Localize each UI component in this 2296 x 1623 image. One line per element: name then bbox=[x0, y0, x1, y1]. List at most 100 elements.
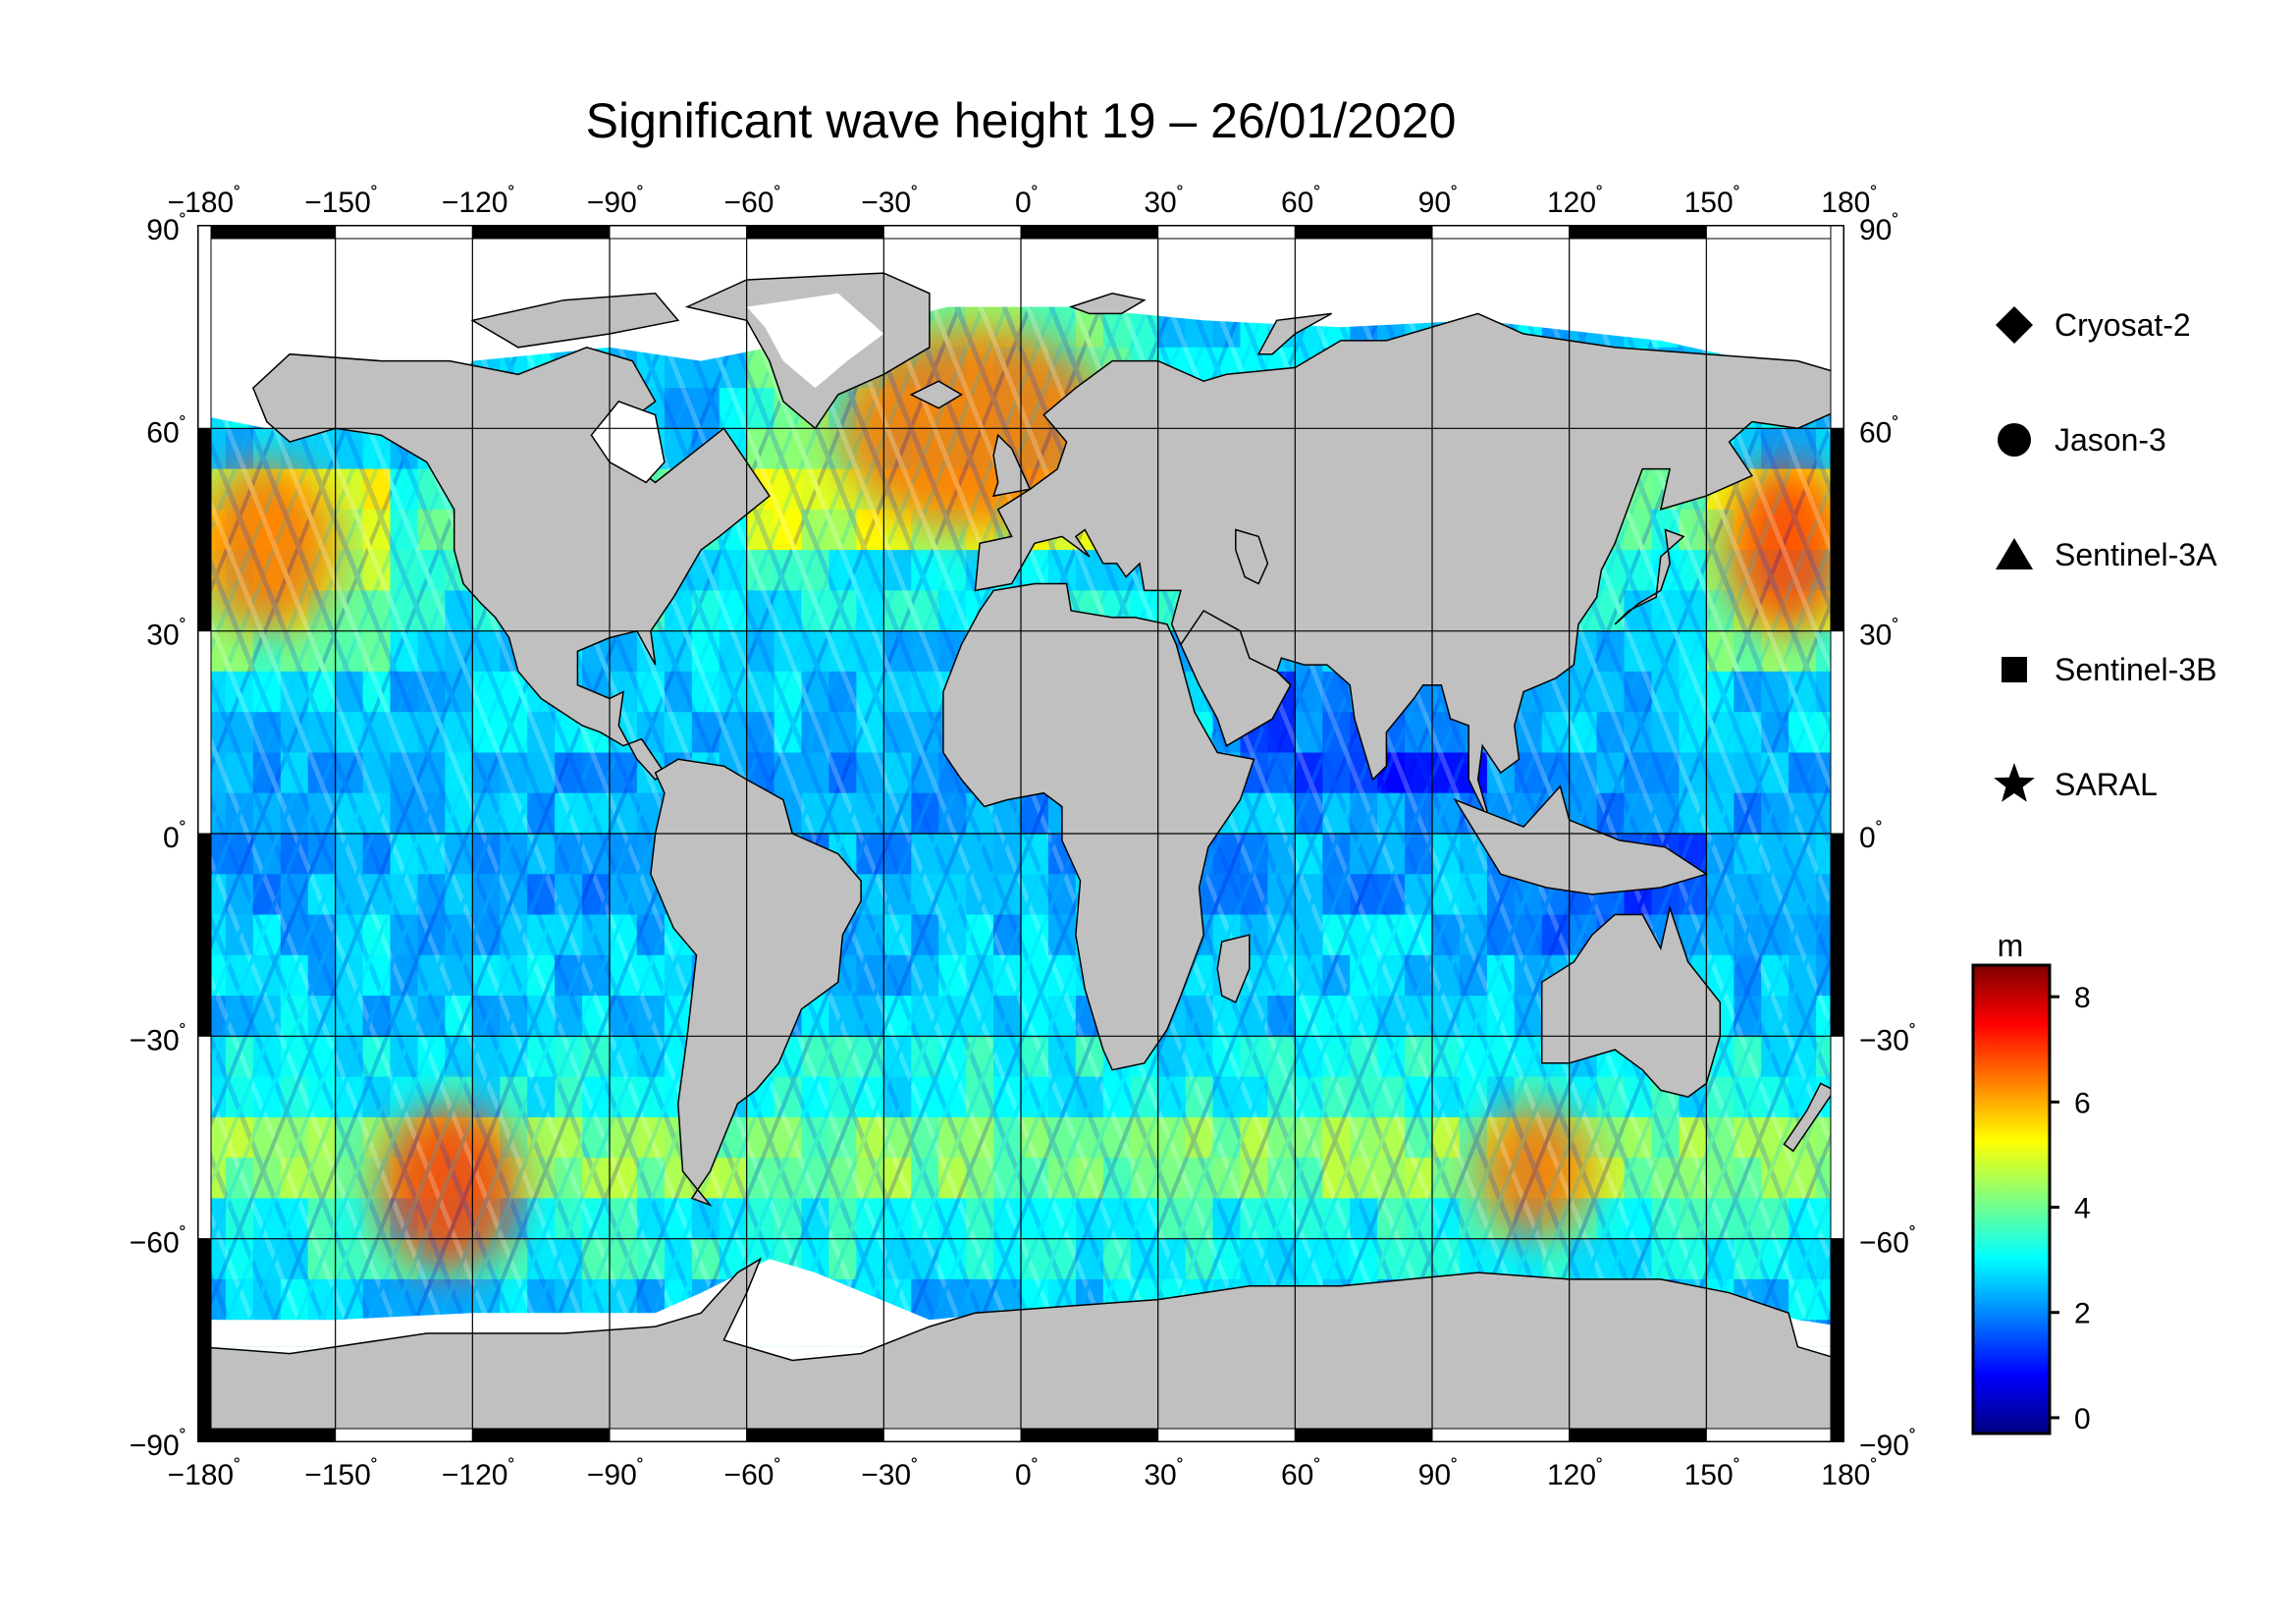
border-segment-top bbox=[1294, 225, 1433, 240]
tick-label-lon-bottom: −120˚ bbox=[442, 1455, 515, 1491]
tick-label-lon-top: 150˚ bbox=[1684, 183, 1740, 219]
border-segment-bottom bbox=[1294, 1428, 1433, 1442]
legend-label: Cryosat-2 bbox=[2055, 307, 2191, 343]
border-segment-top bbox=[197, 225, 337, 240]
tick-label-lon-bottom: 0˚ bbox=[1015, 1455, 1039, 1491]
tick-label-lon-bottom: −180˚ bbox=[168, 1455, 241, 1491]
border-segment-left bbox=[197, 833, 212, 1037]
tick-label-lat-left: 30˚ bbox=[146, 616, 187, 652]
tick-label-lon-top: 180˚ bbox=[1821, 183, 1877, 219]
tick-label-lon-bottom: −90˚ bbox=[587, 1455, 644, 1491]
colorbar: m 8 6 4 2 0 bbox=[1971, 928, 2091, 1435]
colorbar-tick-label: 6 bbox=[2074, 1087, 2091, 1119]
colorbar-tick-label: 8 bbox=[2074, 982, 2091, 1014]
tick-label-lon-bottom: 120˚ bbox=[1547, 1455, 1603, 1491]
colorbar-tick-label: 2 bbox=[2074, 1298, 2091, 1330]
legend-item: Jason-3 bbox=[1998, 422, 2166, 458]
square-icon bbox=[2002, 657, 2027, 682]
land-novaya-zemlya bbox=[1256, 312, 1332, 355]
border-segment-bottom bbox=[746, 1428, 884, 1442]
tick-label-lat-left: −90˚ bbox=[130, 1426, 187, 1462]
tick-label-lon-top: 120˚ bbox=[1547, 183, 1603, 219]
border-segment-left bbox=[197, 1238, 212, 1442]
tick-label-lat-left: 60˚ bbox=[146, 412, 187, 449]
tick-label-lon-bottom: 150˚ bbox=[1684, 1455, 1740, 1491]
tick-label-lat-right: −90˚ bbox=[1859, 1426, 1916, 1462]
border-segment-top bbox=[746, 225, 884, 240]
land-svalbard bbox=[1068, 293, 1147, 315]
colorbar-tick-label: 4 bbox=[2074, 1193, 2091, 1225]
border-segment-right bbox=[1830, 630, 1844, 835]
border-segment-right bbox=[1830, 427, 1844, 632]
star-icon bbox=[1994, 763, 2035, 802]
land-indonesia bbox=[1453, 784, 1709, 895]
tick-label-lat-left: −30˚ bbox=[130, 1020, 187, 1056]
border-segment-top bbox=[1431, 225, 1571, 240]
tick-label-lat-right: 60˚ bbox=[1859, 412, 1899, 449]
border-segment-top bbox=[1569, 225, 1707, 240]
land-arabia-gap bbox=[1180, 610, 1292, 747]
border-segment-left bbox=[197, 427, 212, 632]
legend-label: SARAL bbox=[2055, 767, 2158, 802]
high-wave-region bbox=[1729, 461, 1843, 631]
tick-label-lon-bottom: 60˚ bbox=[1281, 1455, 1321, 1491]
colorbar-unit: m bbox=[1998, 928, 2024, 963]
colorbar-ramp bbox=[1971, 963, 2052, 1435]
triangle-icon bbox=[1996, 538, 2033, 569]
high-wave-region bbox=[198, 461, 336, 631]
border-segment-right bbox=[1830, 1238, 1844, 1442]
tick-label-lon-bottom: −60˚ bbox=[724, 1455, 781, 1491]
border-segment-left bbox=[197, 225, 212, 429]
border-segment-bottom bbox=[335, 1428, 473, 1442]
border-segment-left bbox=[197, 630, 212, 835]
border-segment-bottom bbox=[1705, 1428, 1844, 1442]
border-segment-top bbox=[609, 225, 748, 240]
tick-label-lon-bottom: −150˚ bbox=[304, 1455, 378, 1491]
diamond-icon bbox=[1996, 306, 2033, 344]
land-australia bbox=[1540, 904, 1722, 1099]
tick-label-lat-right: 0˚ bbox=[1859, 818, 1883, 854]
border-segment-bottom bbox=[197, 1428, 337, 1442]
legend-label: Sentinel-3B bbox=[2055, 652, 2216, 687]
map-area: −180˚ −180˚ −150˚ −150˚ −120˚ −120˚ −90˚ −90˚ −6… bbox=[130, 183, 1916, 1491]
tick-label-lon-bottom: −30˚ bbox=[861, 1455, 918, 1491]
colorbar-tick-label: 0 bbox=[2074, 1403, 2091, 1435]
tick-label-lon-top: −180˚ bbox=[168, 183, 241, 219]
grid-lines bbox=[197, 225, 1844, 1442]
tick-label-lat-left: 0˚ bbox=[163, 818, 187, 854]
tick-label-lon-top: −90˚ bbox=[587, 183, 644, 219]
tick-label-lat-right: 90˚ bbox=[1859, 210, 1899, 246]
high-wave-region bbox=[381, 1104, 518, 1273]
satellite-legend: Cryosat-2 Jason-3 Sentinel-3A Sentinel-3B SA… bbox=[1994, 306, 2217, 802]
map-border-ticks bbox=[197, 225, 1844, 1442]
tick-label-lon-top: −150˚ bbox=[304, 183, 378, 219]
border-segment-bottom bbox=[1157, 1428, 1296, 1442]
legend-item: SARAL bbox=[1994, 763, 2158, 802]
border-segment-bottom bbox=[1569, 1428, 1707, 1442]
border-segment-top bbox=[471, 225, 611, 240]
legend-item: Sentinel-3B bbox=[2002, 652, 2216, 687]
tick-label-lat-right: −30˚ bbox=[1859, 1020, 1916, 1056]
colorbar-ticks: 8 6 4 2 0 bbox=[2050, 982, 2091, 1435]
border-segment-top bbox=[335, 225, 473, 240]
tick-label-lon-top: 90˚ bbox=[1418, 183, 1459, 219]
tick-label-lon-top: 0˚ bbox=[1015, 183, 1039, 219]
border-segment-bottom bbox=[882, 1428, 1022, 1442]
legend-item: Sentinel-3A bbox=[1996, 537, 2217, 572]
inland-water bbox=[590, 293, 1269, 585]
land-japan bbox=[1614, 528, 1685, 625]
tick-label-lat-right: −60˚ bbox=[1859, 1223, 1916, 1260]
tick-label-lat-left: −60˚ bbox=[130, 1223, 187, 1260]
tick-label-lon-top: −30˚ bbox=[861, 183, 918, 219]
border-segment-right bbox=[1830, 833, 1844, 1037]
land-madagascar bbox=[1216, 934, 1251, 1003]
border-segment-top bbox=[1705, 225, 1844, 240]
legend-item: Cryosat-2 bbox=[1996, 306, 2191, 344]
chart-title: Significant wave height 19 – 26/01/2020 bbox=[586, 93, 1457, 148]
border-segment-top bbox=[882, 225, 1022, 240]
border-segment-left bbox=[197, 1035, 212, 1240]
border-segment-bottom bbox=[471, 1428, 611, 1442]
border-segment-top bbox=[1020, 225, 1159, 240]
border-segment-bottom bbox=[1020, 1428, 1159, 1442]
